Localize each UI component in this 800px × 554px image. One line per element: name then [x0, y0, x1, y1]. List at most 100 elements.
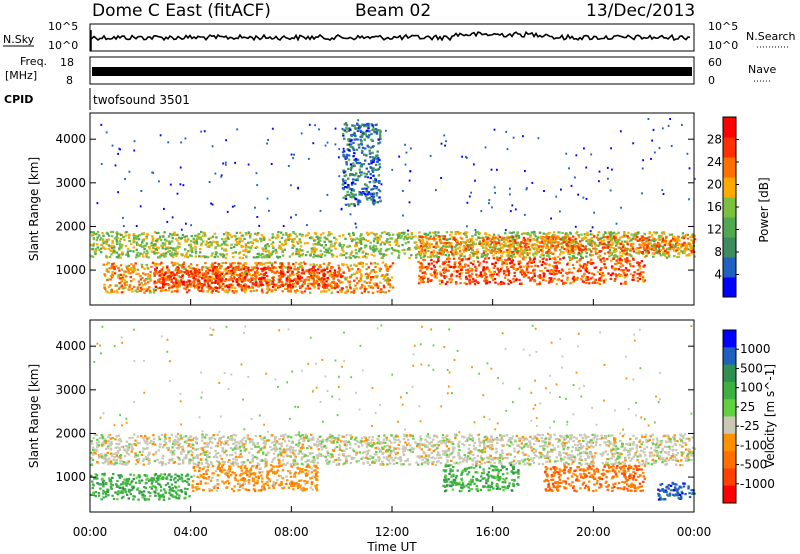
range-gate-cell	[363, 280, 366, 283]
range-gate-cell	[172, 283, 175, 287]
range-gate-cell	[226, 286, 230, 289]
range-gate-cell	[470, 240, 473, 243]
range-gate-cell	[483, 242, 486, 245]
range-gate-cell	[527, 276, 530, 279]
range-gate-cell	[338, 234, 341, 237]
range-gate-cell	[443, 248, 446, 251]
range-gate-cell	[583, 245, 586, 248]
range-gate-cell	[231, 252, 235, 255]
range-gate-cell	[482, 246, 485, 249]
range-gate-cell	[261, 247, 264, 250]
range-gate-cell	[218, 284, 221, 287]
range-gate-cell	[191, 250, 194, 254]
range-gate-cell	[520, 252, 523, 255]
range-gate-cell	[593, 266, 596, 269]
range-gate-cell	[524, 274, 528, 277]
range-gate-cell	[118, 277, 121, 280]
range-gate-cell	[327, 234, 330, 237]
range-gate-cell	[327, 247, 330, 250]
range-gate-cell	[531, 181, 534, 184]
range-gate-cell	[565, 232, 568, 235]
range-gate-cell	[372, 167, 375, 170]
range-gate-cell	[382, 254, 385, 257]
range-gate-cell	[355, 252, 358, 255]
range-gate-cell	[348, 276, 352, 279]
range-gate-cell	[213, 232, 216, 235]
range-gate-cell	[461, 240, 464, 243]
range-gate-cell	[249, 290, 253, 293]
range-gate-cell	[179, 276, 182, 279]
range-gate-cell	[217, 270, 220, 273]
range-gate-cell	[166, 250, 170, 253]
range-gate-cell	[510, 265, 513, 268]
range-gate-cell	[465, 156, 468, 159]
range-gate-cell	[153, 230, 157, 234]
range-gate-cell	[292, 157, 294, 160]
range-gate-cell	[646, 246, 649, 249]
range-gate-cell	[227, 279, 231, 282]
range-gate-cell	[155, 266, 158, 269]
range-gate-cell	[341, 248, 344, 251]
range-gate-cell	[398, 232, 401, 235]
range-gate-cell	[298, 239, 302, 242]
range-gate-cell	[447, 256, 450, 259]
range-gate-cell	[643, 256, 647, 259]
range-gate-cell	[267, 245, 270, 248]
range-gate-cell	[228, 233, 232, 236]
range-gate-cell	[282, 244, 285, 247]
range-gate-cell	[455, 251, 458, 254]
range-gate-cell	[507, 237, 510, 240]
range-gate-cell	[183, 255, 187, 258]
range-gate-cell	[246, 279, 249, 282]
range-gate-cell	[265, 250, 268, 253]
range-gate-cell	[280, 269, 283, 273]
range-gate-cell	[441, 281, 444, 284]
range-gate-cell	[462, 250, 466, 253]
range-gate-cell	[267, 281, 270, 284]
range-gate-cell	[301, 270, 304, 273]
range-gate-cell	[347, 232, 351, 235]
range-gate-cell	[264, 271, 268, 274]
range-gate-cell	[550, 217, 552, 220]
range-gate-cell	[327, 288, 331, 292]
range-gate-cell	[255, 263, 259, 266]
range-gate-cell	[472, 263, 475, 266]
range-gate-cell	[629, 247, 632, 251]
range-gate-cell	[194, 255, 198, 258]
range-gate-cell	[352, 291, 356, 294]
cpid-label: CPID	[4, 93, 33, 106]
range-gate-cell	[358, 200, 362, 203]
range-gate-cell	[473, 243, 477, 246]
range-gate-cell	[185, 255, 189, 258]
range-gate-cell	[296, 267, 300, 270]
range-gate-cell	[380, 241, 384, 244]
range-gate-cell	[667, 243, 670, 246]
range-gate-cell	[306, 285, 310, 288]
range-gate-cell	[307, 282, 310, 285]
range-gate-cell	[443, 276, 446, 279]
range-gate-cell	[475, 273, 478, 276]
range-gate-cell	[210, 291, 213, 294]
range-gate-cell	[234, 239, 237, 242]
range-gate-cell	[202, 240, 205, 243]
range-gate-cell	[146, 287, 149, 290]
range-gate-cell	[557, 278, 561, 281]
range-gate-cell	[139, 205, 142, 208]
range-gate-cell	[548, 277, 551, 280]
range-gate-cell	[225, 284, 229, 287]
range-gate-cell	[157, 256, 160, 259]
range-gate-cell	[301, 253, 305, 256]
range-gate-cell	[638, 262, 641, 265]
range-gate-cell	[249, 286, 252, 289]
range-gate-cell	[206, 290, 209, 293]
range-gate-cell	[91, 234, 94, 237]
range-gate-cell	[128, 240, 131, 243]
range-gate-cell	[367, 136, 370, 139]
range-gate-cell	[361, 123, 364, 126]
range-gate-cell	[589, 243, 592, 246]
y-tick-label: 4000	[55, 132, 86, 146]
range-gate-cell	[604, 232, 607, 235]
range-gate-cell	[256, 184, 259, 187]
range-gate-cell	[327, 278, 330, 281]
range-gate-cell	[244, 289, 247, 292]
